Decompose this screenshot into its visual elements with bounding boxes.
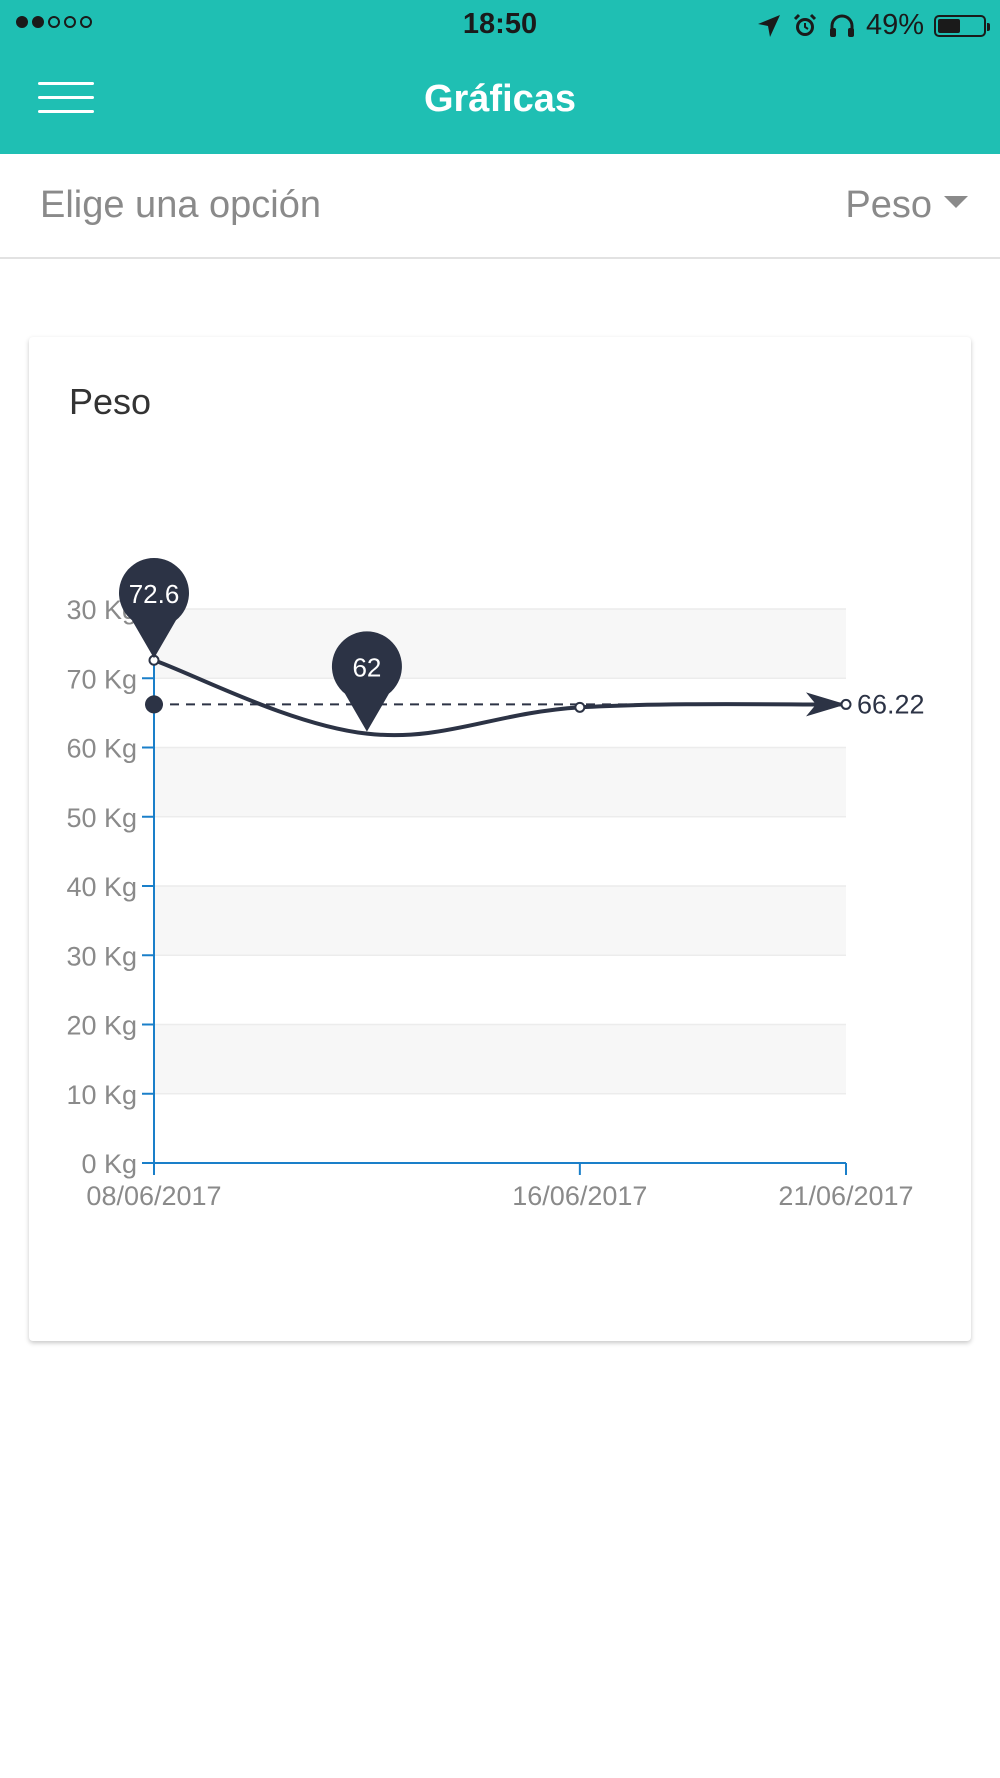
selector-label: Elige una opción xyxy=(40,184,321,226)
data-point xyxy=(840,698,852,710)
pin-marker xyxy=(119,558,189,659)
grid-band xyxy=(154,1024,846,1094)
battery-icon xyxy=(934,14,990,37)
x-tick-label: 21/06/2017 xyxy=(778,1181,913,1211)
grid-band xyxy=(154,886,846,956)
y-tick-label: 10 Kg xyxy=(66,1080,137,1110)
hamburger-menu-icon[interactable] xyxy=(38,82,94,122)
battery-percent: 49% xyxy=(865,9,924,41)
option-selector[interactable]: Elige una opción Peso xyxy=(0,154,1000,259)
pin-marker-label: 72.6 xyxy=(129,579,180,609)
status-icons: 49% xyxy=(756,9,990,42)
average-label: 66.22 xyxy=(857,689,925,719)
average-start-dot xyxy=(145,695,163,714)
y-tick-label: 30 Kg xyxy=(66,941,137,971)
signal-dot xyxy=(32,16,44,28)
y-tick-label: 70 Kg xyxy=(66,664,137,694)
y-tick-label: 0 Kg xyxy=(81,1149,137,1179)
signal-dot xyxy=(64,16,76,28)
grid-band xyxy=(154,747,846,817)
battery-fill xyxy=(938,18,960,33)
y-tick-label: 20 Kg xyxy=(66,1011,137,1041)
y-tick-label: 60 Kg xyxy=(66,734,137,764)
pin-marker xyxy=(331,631,402,732)
y-tick-label: 50 Kg xyxy=(66,803,137,833)
app-header: 18:50 49% Gráficas xyxy=(0,0,1000,154)
signal-dot xyxy=(48,16,60,28)
status-bar: 18:50 49% xyxy=(0,0,1000,50)
pin-marker-label: 62 xyxy=(352,653,381,683)
alarm-icon xyxy=(793,13,817,36)
weight-line xyxy=(153,658,847,738)
x-tick-label: 16/06/2017 xyxy=(512,1181,647,1211)
status-time: 18:50 xyxy=(462,8,538,40)
signal-strength-icon xyxy=(16,16,92,28)
selector-value[interactable]: Peso xyxy=(845,184,932,226)
signal-dot xyxy=(80,16,92,28)
headphones-icon xyxy=(829,14,854,37)
x-tick-label: 08/06/2017 xyxy=(86,1181,221,1211)
grid-band xyxy=(154,609,846,679)
y-tick-label: 40 Kg xyxy=(66,872,137,902)
card-title: Peso xyxy=(69,381,152,422)
signal-dot xyxy=(16,16,28,28)
caret-down-icon[interactable] xyxy=(944,196,968,208)
location-arrow-icon xyxy=(757,14,780,37)
page-title: Gráficas xyxy=(423,78,577,120)
data-point xyxy=(574,701,586,713)
chart-card: Peso 30 Kg 70 Kg 60 Kg 50 Kg 40 Kg 30 Kg 20 Kg… xyxy=(29,337,971,1341)
